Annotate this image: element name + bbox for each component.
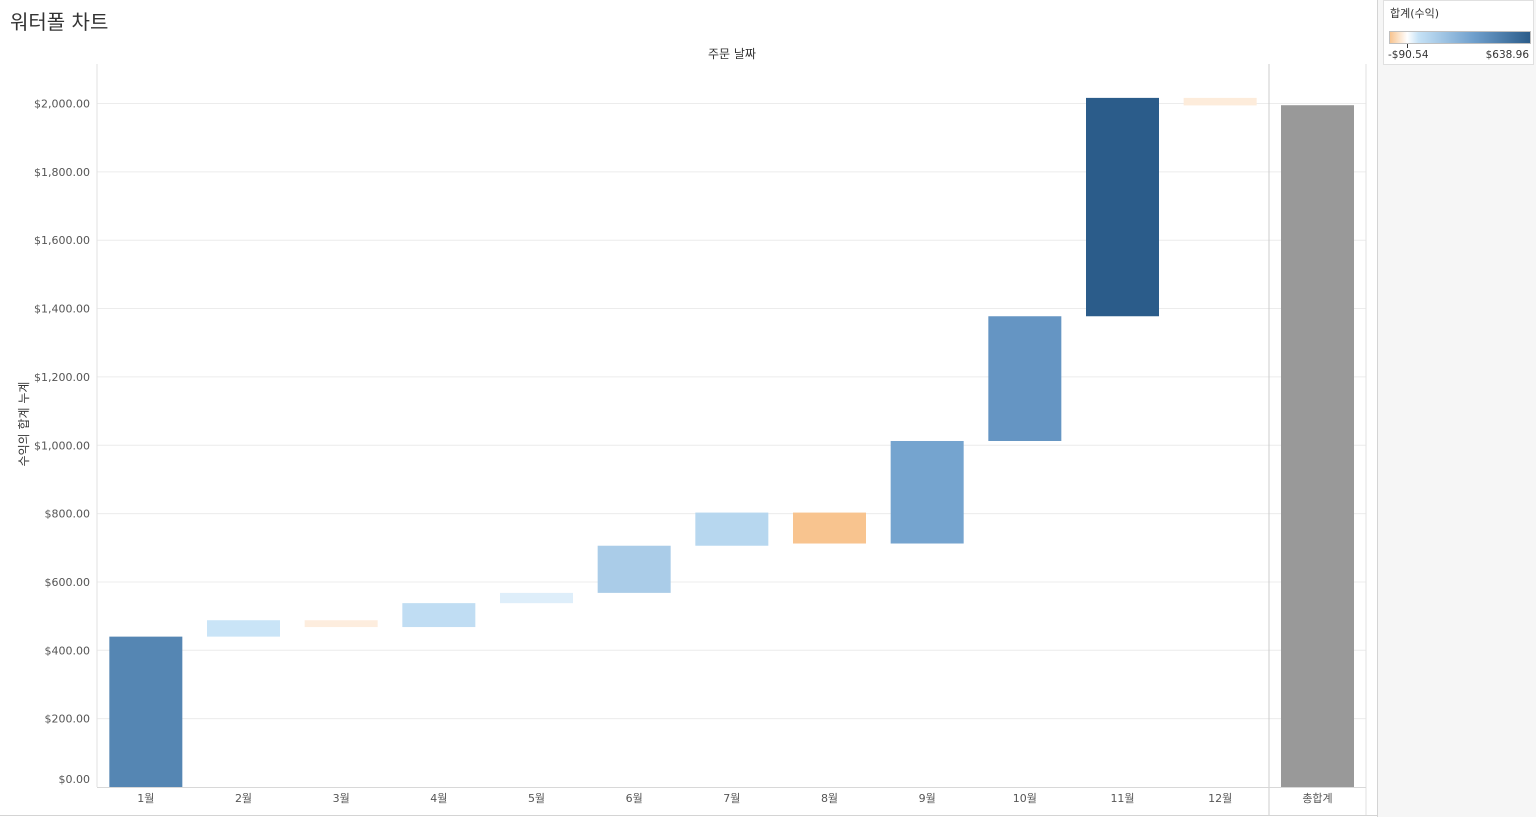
y-tick-label: $1,000.00 — [34, 439, 90, 452]
bar-4[interactable] — [402, 603, 476, 628]
y-tick-label: $1,200.00 — [34, 371, 90, 384]
legend-min-label: -$90.54 — [1388, 49, 1429, 61]
y-tick-label: $800.00 — [45, 508, 91, 521]
x-tick-label: 10월 — [1013, 792, 1037, 805]
bar-11[interactable] — [1086, 97, 1159, 317]
bar-3[interactable] — [304, 620, 378, 628]
bottom-border — [0, 815, 1377, 816]
bar-2[interactable] — [207, 620, 280, 637]
x-tick-label: 3월 — [333, 792, 350, 805]
legend-zero-tick — [1407, 44, 1409, 48]
y-axis-label: 수익의 합계 누계 — [17, 382, 31, 467]
x-tick-label: 1월 — [137, 792, 154, 805]
y-tick-label: $200.00 — [45, 713, 91, 726]
y-tick-label: $0.00 — [59, 773, 91, 786]
x-tick-label: 2월 — [235, 792, 252, 805]
y-tick-label: $600.00 — [45, 576, 91, 589]
x-tick-label: 11월 — [1110, 792, 1134, 805]
page-title: 워터폴 차트 — [10, 10, 109, 34]
y-tick-label: $2,000.00 — [34, 98, 90, 111]
bar-10[interactable] — [988, 316, 1062, 441]
color-legend[interactable]: 합계(수익) -$90.54 $638.96 — [1383, 0, 1534, 65]
x-tick-label: 8월 — [821, 792, 838, 805]
x-tick-label: 6월 — [626, 792, 643, 805]
bar-6[interactable] — [597, 545, 671, 593]
bar-7[interactable] — [695, 512, 769, 546]
bar-1[interactable] — [109, 636, 183, 787]
x-tick-label: 7월 — [723, 792, 740, 805]
column-header: 주문 날짜 — [708, 47, 756, 61]
x-tick-label-total: 총합계 — [1302, 792, 1332, 805]
y-tick-label: $400.00 — [45, 644, 91, 657]
x-tick-label: 9월 — [919, 792, 936, 805]
y-tick-label: $1,400.00 — [34, 303, 90, 316]
right-panel — [1377, 0, 1536, 817]
bar-8[interactable] — [793, 512, 866, 544]
legend-title: 합계(수익) — [1390, 7, 1440, 20]
x-tick-label: 4월 — [430, 792, 447, 805]
y-tick-label: $1,600.00 — [34, 234, 90, 247]
x-tick-label: 12월 — [1208, 792, 1232, 805]
legend-max-label: $638.96 — [1485, 49, 1529, 61]
y-tick-label: $1,800.00 — [34, 166, 90, 179]
bar-9[interactable] — [890, 440, 964, 544]
bar-12[interactable] — [1183, 97, 1257, 106]
bar-total[interactable] — [1281, 105, 1354, 788]
bar-5[interactable] — [500, 592, 573, 604]
waterfall-chart: 주문 날짜 수익의 합계 누계 $0.00 $200.00 $400.00 $600.… — [17, 47, 1367, 815]
legend-gradient-bar — [1389, 31, 1531, 48]
x-tick-label: 5월 — [528, 792, 545, 805]
